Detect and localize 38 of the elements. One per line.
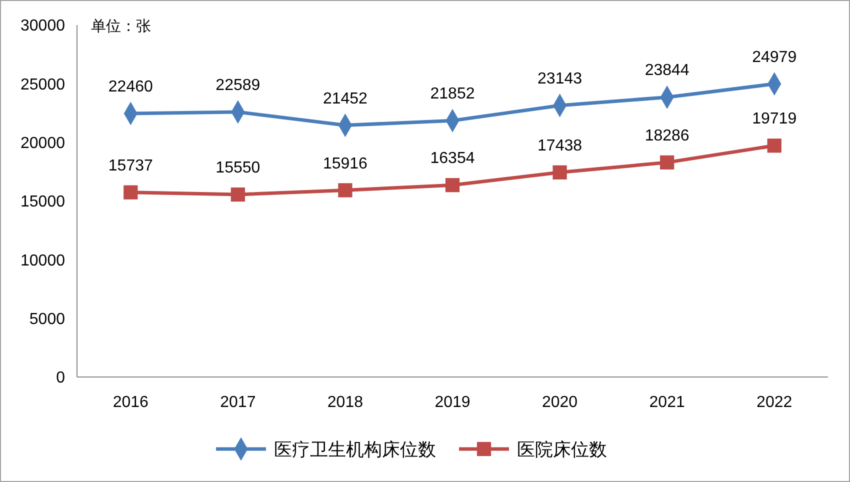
legend-label: 医疗卫生机构床位数 bbox=[274, 439, 436, 460]
x-tick-label: 2016 bbox=[112, 394, 149, 411]
y-tick-label: 25000 bbox=[20, 76, 66, 94]
data-label: 23143 bbox=[538, 70, 582, 88]
y-tick-label: 5000 bbox=[29, 310, 66, 328]
data-label: 16354 bbox=[430, 150, 475, 168]
point bbox=[230, 187, 245, 202]
y-tick-label: 30000 bbox=[20, 18, 66, 35]
x-tick-label: 2018 bbox=[327, 394, 364, 411]
y-tick-label: 0 bbox=[56, 370, 66, 387]
legend-label: 医院床位数 bbox=[517, 439, 607, 460]
data-label: 19719 bbox=[752, 110, 797, 128]
data-label: 15737 bbox=[108, 157, 153, 174]
annotation: 单位：张 bbox=[91, 18, 151, 35]
data-label: 22460 bbox=[108, 78, 153, 96]
point bbox=[338, 183, 352, 198]
data-label: 23844 bbox=[644, 62, 690, 80]
data-label: 17438 bbox=[538, 137, 582, 154]
data-label: 18286 bbox=[644, 127, 690, 144]
point bbox=[445, 178, 460, 192]
y-tick-label: 20000 bbox=[20, 134, 66, 152]
point bbox=[552, 165, 567, 180]
x-tick-label: 2022 bbox=[756, 394, 792, 411]
data-label: 22589 bbox=[216, 76, 260, 94]
data-label: 24979 bbox=[752, 48, 797, 66]
x-tick-label: 2021 bbox=[649, 394, 685, 411]
x-tick-label: 2019 bbox=[434, 394, 470, 411]
x-tick-label: 2017 bbox=[220, 394, 256, 411]
point bbox=[124, 185, 138, 200]
point bbox=[767, 138, 782, 153]
data-label: 15550 bbox=[216, 160, 260, 177]
point bbox=[660, 155, 674, 170]
x-tick-label: 2020 bbox=[542, 394, 578, 411]
y-tick-label: 10000 bbox=[20, 252, 66, 270]
y-tick-label: 15000 bbox=[20, 194, 66, 211]
data-label: 15916 bbox=[322, 155, 368, 172]
data-label: 21452 bbox=[322, 90, 368, 108]
data-label: 21852 bbox=[430, 86, 475, 103]
